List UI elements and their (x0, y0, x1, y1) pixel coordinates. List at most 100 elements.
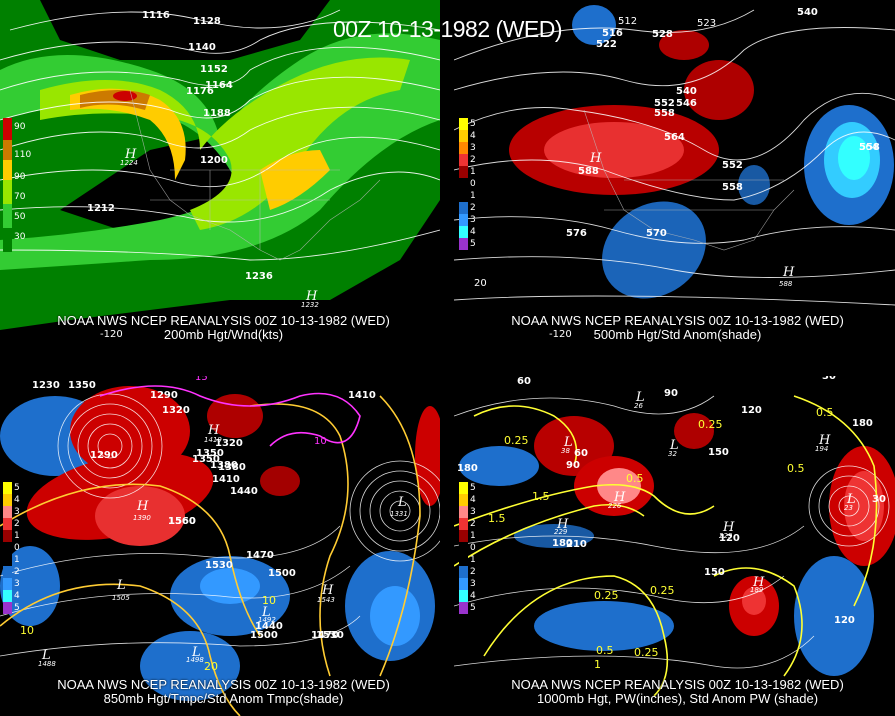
svg-text:H: H (589, 151, 602, 166)
svg-text:L: L (397, 495, 407, 510)
main-title: 00Z 10-13-1982 (WED) (332, 16, 563, 42)
colorbar-500-label-0: 5 (470, 119, 476, 129)
caption-1000mb: NOAA NWS NCEP REANALYSIS 00Z 10-13-1982 … (511, 677, 844, 706)
colorbar-500-label-5: 0 (470, 179, 476, 189)
colorbar-1000-label-3: 2 (470, 519, 476, 529)
svg-text:0.5: 0.5 (787, 462, 805, 475)
svg-text:516: 516 (602, 28, 623, 39)
svg-text:1290: 1290 (90, 450, 118, 461)
colorbar-1000-label-9: 4 (470, 591, 476, 601)
colorbar-1000-label-8: 3 (470, 579, 476, 589)
svg-text:1410: 1410 (212, 474, 240, 485)
svg-text:L: L (261, 605, 271, 620)
svg-text:1232: 1232 (301, 301, 319, 309)
colorbar-850-label-3: 2 (14, 519, 20, 529)
svg-text:-120: -120 (549, 329, 572, 340)
colorbar-500-label-10: 5 (470, 239, 476, 249)
colorbar-850 (3, 482, 12, 614)
svg-text:1236: 1236 (245, 271, 273, 282)
svg-text:1.5: 1.5 (532, 490, 550, 503)
panel-1000mb: 60 30 90 120 150 180 210 180 120 150 90 … (454, 376, 895, 716)
svg-text:523: 523 (697, 18, 716, 29)
svg-text:0.5: 0.5 (596, 644, 614, 657)
colorbar-850-label-5: 0 (14, 543, 20, 553)
svg-text:38: 38 (561, 447, 570, 455)
colorbar-1000-label-4: 1 (470, 531, 476, 541)
svg-text:1470: 1470 (246, 550, 274, 561)
svg-text:1500: 1500 (268, 568, 296, 579)
svg-text:90: 90 (664, 388, 678, 399)
svg-text:H: H (613, 490, 626, 505)
colorbar-200-label-2: 90 (14, 172, 26, 182)
colorbar-200-label-0: 90 (14, 122, 26, 132)
colorbar-500-label-7: 2 (470, 203, 476, 213)
svg-text:26: 26 (634, 402, 643, 410)
colorbar-850-label-6: 1 (14, 555, 20, 565)
svg-text:1380: 1380 (210, 460, 238, 471)
svg-text:564: 564 (664, 132, 685, 143)
svg-text:576: 576 (566, 228, 587, 239)
jet-yellow-core (70, 88, 186, 180)
svg-text:570: 570 (646, 228, 667, 239)
svg-text:0.25: 0.25 (634, 646, 659, 659)
svg-text:L: L (116, 578, 126, 593)
svg-text:1320: 1320 (162, 405, 190, 416)
svg-text:15: 15 (195, 376, 208, 383)
colorbar-200 (3, 118, 12, 252)
svg-text:32: 32 (668, 450, 677, 458)
svg-text:1560: 1560 (168, 516, 196, 527)
svg-text:558: 558 (654, 108, 675, 119)
jet-black-hole-north (40, 0, 330, 60)
svg-text:1470: 1470 (311, 630, 339, 641)
svg-text:20: 20 (204, 660, 218, 673)
svg-text:150: 150 (708, 447, 729, 458)
svg-text:552: 552 (722, 160, 743, 171)
colorbar-1000 (459, 482, 468, 614)
svg-text:1498: 1498 (186, 656, 204, 664)
colorbar-500 (459, 118, 468, 250)
svg-text:1200: 1200 (200, 155, 228, 166)
colorbar-500-label-9: 4 (470, 227, 476, 237)
caption-200mb: NOAA NWS NCEP REANALYSIS 00Z 10-13-1982 … (57, 313, 390, 342)
colorbar-850-label-10: 5 (14, 603, 20, 613)
colorbar-850-label-1: 4 (14, 495, 20, 505)
svg-text:1440: 1440 (255, 621, 283, 632)
svg-text:512: 512 (618, 16, 637, 27)
svg-text:H: H (305, 289, 318, 304)
colorbar-850-label-8: 3 (14, 579, 20, 589)
colorbar-200-label-1: 110 (14, 150, 32, 160)
caption-500mb: NOAA NWS NCEP REANALYSIS 00Z 10-13-1982 … (511, 313, 844, 342)
svg-text:1224: 1224 (120, 159, 138, 167)
colorbar-200-label-4: 50 (14, 212, 26, 222)
svg-text:120: 120 (741, 405, 762, 416)
colorbar-500-label-8: 3 (470, 215, 476, 225)
panel-850mb: 1230 1350 1290 1320 1350 1380 1410 1440 … (0, 376, 440, 716)
svg-text:L: L (41, 648, 51, 663)
svg-text:1419: 1419 (204, 436, 222, 444)
svg-text:L: L (563, 435, 573, 450)
svg-text:0.5: 0.5 (626, 472, 644, 485)
svg-text:1320: 1320 (215, 438, 243, 449)
svg-text:150: 150 (704, 567, 725, 578)
colorbar-1000-label-2: 3 (470, 507, 476, 517)
svg-text:H: H (207, 423, 220, 438)
svg-text:60: 60 (517, 376, 531, 387)
svg-text:L: L (669, 438, 679, 453)
svg-text:1164: 1164 (205, 80, 233, 91)
svg-text:226: 226 (608, 502, 622, 510)
svg-text:0.25: 0.25 (504, 434, 529, 447)
svg-text:1350: 1350 (192, 454, 220, 465)
svg-text:588: 588 (578, 166, 599, 177)
svg-text:1505: 1505 (112, 594, 130, 602)
colorbar-500-label-4: 1 (470, 167, 476, 177)
svg-text:1212: 1212 (87, 203, 115, 214)
svg-text:H: H (782, 265, 795, 280)
svg-text:1.5: 1.5 (488, 512, 506, 525)
svg-text:180: 180 (457, 463, 478, 474)
colorbar-850-label-9: 4 (14, 591, 20, 601)
svg-text:1543: 1543 (317, 596, 335, 604)
jet-red-core (113, 91, 137, 101)
svg-text:1230: 1230 (32, 380, 60, 391)
svg-text:H: H (752, 575, 765, 590)
svg-text:0.25: 0.25 (594, 589, 619, 602)
